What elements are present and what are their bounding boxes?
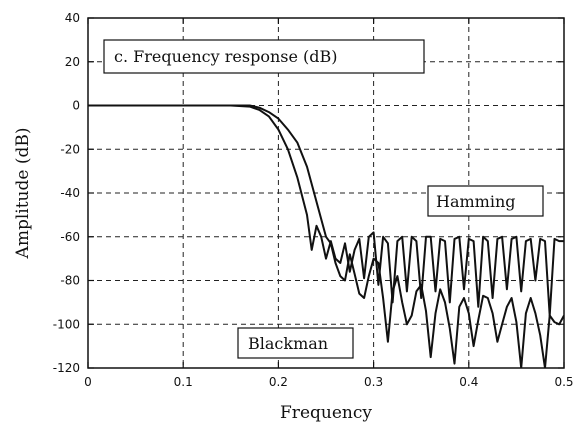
y-tick-label: 20 — [65, 55, 80, 69]
curves-layer — [88, 104, 564, 368]
x-axis-label: Frequency — [280, 403, 372, 423]
series-line-blackman — [88, 104, 564, 368]
y-axis-label: Amplitude (dB) — [13, 128, 33, 260]
annotation-hamming-box: Hamming — [427, 185, 544, 217]
x-tick-label: 0.5 — [554, 375, 573, 389]
y-tick-label: -20 — [60, 142, 80, 156]
annotation-title-rect — [103, 39, 425, 74]
y-tick-label: -60 — [60, 230, 80, 244]
y-tick-label: -120 — [53, 361, 80, 375]
annotation-blackman-rect — [237, 327, 354, 359]
x-tick-label: 0.2 — [269, 375, 288, 389]
y-tick-label: -100 — [53, 317, 80, 331]
y-tick-label: -80 — [60, 274, 80, 288]
annotation-blackman-box: Blackman — [237, 327, 354, 359]
y-tick-label: 0 — [72, 99, 80, 113]
x-tick-label: 0 — [84, 375, 92, 389]
ticks-layer: 0 0.1 0.2 0.3 0.4 0.5 40 20 0 -20 -40 -60 -80 -100 -12… — [53, 11, 574, 389]
annotation-hamming-rect — [427, 185, 544, 217]
x-tick-label: 0.4 — [459, 375, 478, 389]
annotation-title-box: c. Frequency response (dB) — [103, 39, 425, 74]
series-label-hamming: Hamming — [436, 192, 516, 211]
series-line-hamming — [88, 104, 564, 317]
annotation-title-text: c. Frequency response (dB) — [114, 47, 338, 66]
x-tick-label: 0.3 — [364, 375, 383, 389]
y-tick-label: -40 — [60, 186, 80, 200]
series-label-blackman: Blackman — [248, 334, 328, 353]
x-tick-label: 0.1 — [174, 375, 193, 389]
y-tick-label: 40 — [65, 11, 80, 25]
